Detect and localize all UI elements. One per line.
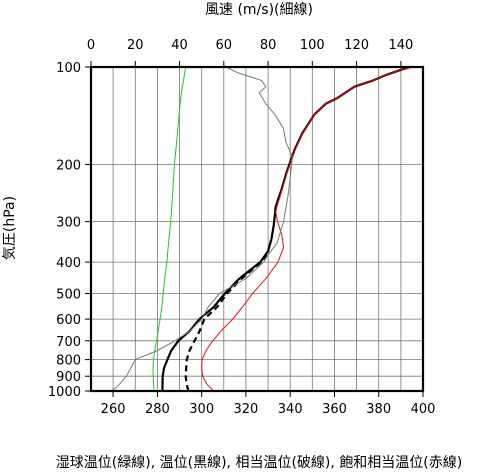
series-line-3 [201,66,414,392]
grid [90,66,424,392]
x-top-tick-label: 140 [388,38,413,53]
x-top-tick-label: 80 [260,38,277,53]
x-bottom-tick-label: 260 [101,402,126,417]
bottom-axis-title: 湿球温位(緑線), 温位(黒線), 相当温位(破線), 飽和相当温位(赤線) [56,454,462,471]
x-top-tick-label: 120 [344,38,369,53]
x-top-tick-label: 100 [300,38,325,53]
y-tick-label: 300 [56,216,81,231]
x-top-tick-label: 40 [171,38,188,53]
y-tick-label: 600 [56,313,81,328]
series-layer [110,65,414,392]
y-tick-label: 400 [56,256,81,271]
y-tick-label: 100 [56,61,81,76]
plot-frame [89,65,425,393]
x-bottom-tick-label: 400 [411,402,436,417]
top-axis-title: 風速 (m/s)(細線) [205,2,313,18]
x-bottom-tick-label: 340 [278,402,303,417]
x-bottom-tick-label: 360 [322,402,347,417]
x-bottom-tick-label: 280 [145,402,170,417]
x-bottom-tick-label: 320 [233,402,258,417]
series-line-1 [161,65,412,391]
y-tick-label: 900 [56,370,81,385]
x-top-tick-label: 60 [216,38,233,53]
x-bottom-tick-label: 380 [366,402,391,417]
x-top-tick-label: 20 [127,38,144,53]
y-tick-label: 200 [56,159,81,174]
y-tick-label: 500 [56,288,81,303]
series-line-0 [152,66,187,392]
y-tick-label: 800 [56,354,81,369]
left-axis-title: 気圧(hPa) [2,196,18,260]
y-tick-label: 1000 [48,385,81,400]
x-top-tick-label: 0 [87,38,95,53]
series-line-4 [110,66,293,392]
y-tick-label: 700 [56,335,81,350]
x-bottom-tick-label: 300 [189,402,214,417]
